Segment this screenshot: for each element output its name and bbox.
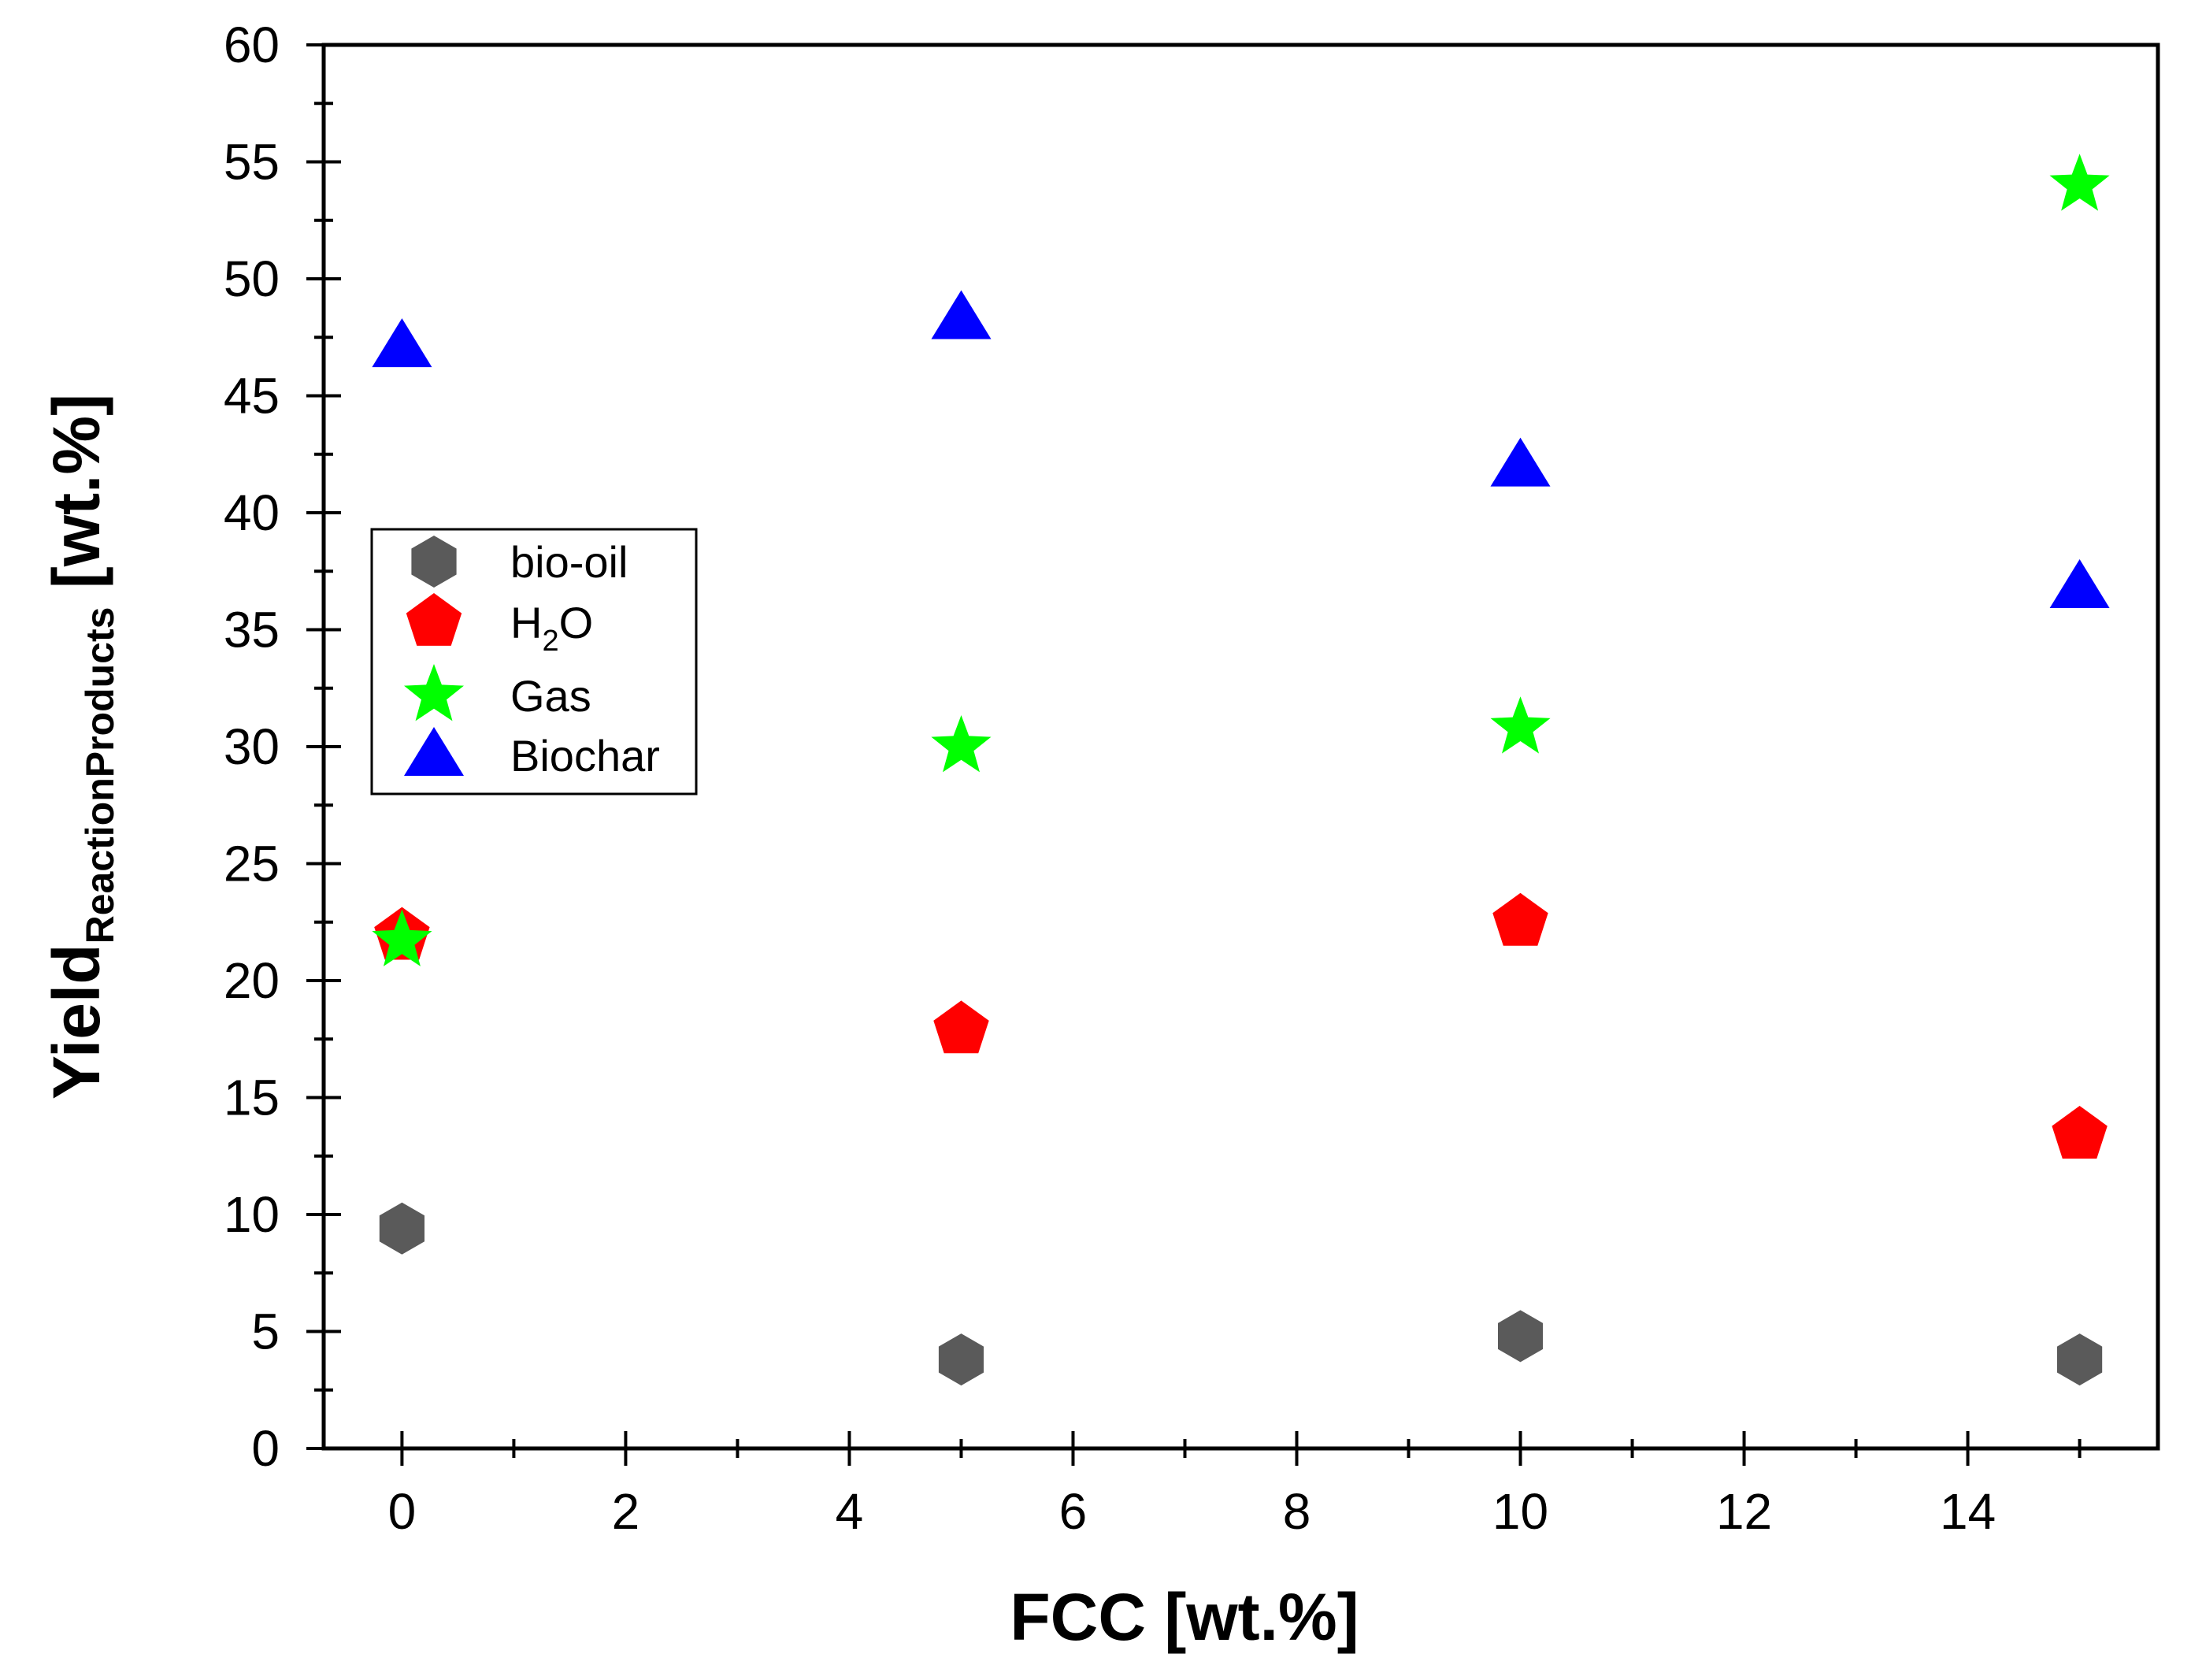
legend-label-h2o: H2O: [510, 598, 593, 658]
x-tick-label: 14: [1940, 1483, 1996, 1540]
y-tick-label: 55: [224, 134, 280, 191]
legend-label-gas: Gas: [510, 671, 591, 721]
biochar-point: [1490, 437, 1551, 487]
x-tick-label: 4: [836, 1483, 864, 1540]
h2o-point: [933, 1000, 989, 1054]
h2o-point: [1492, 892, 1548, 946]
points-layer: [372, 154, 2110, 1386]
x-tick-label: 12: [1716, 1483, 1772, 1540]
legend-label-tail: O: [559, 598, 594, 647]
ticks-layer: 0 2 4 6 8 10 12 14 0 5 10 15 20 25 30 35 40 45 50 55 60: [224, 17, 2082, 1540]
y-axis-title-main: Yield: [39, 944, 113, 1100]
plot-frame: [321, 43, 2160, 1451]
h2o-point: [2052, 1106, 2108, 1159]
y-tick-label: 40: [224, 484, 280, 541]
bio-oil-point: [1498, 1310, 1544, 1363]
x-tick-label: 10: [1492, 1483, 1548, 1540]
legend-items: bio-oil H2O Gas Biochar: [404, 536, 660, 781]
y-tick-label: 5: [251, 1304, 280, 1360]
gas-point: [2049, 154, 2110, 211]
y-tick-label: 45: [224, 368, 280, 425]
y-tick-label: 20: [224, 952, 280, 1009]
y-axis-title-subscript: ReactionProducts: [78, 607, 122, 944]
y-axis-title: YieldReactionProducts [wt.%]: [39, 394, 122, 1100]
legend-marker-biochar: [404, 727, 464, 776]
x-tick-label: 0: [388, 1483, 417, 1540]
legend: bio-oil H2O Gas Biochar: [370, 528, 698, 795]
y-axis-title-unit: [wt.%]: [39, 394, 113, 607]
y-tick-label: 35: [224, 602, 280, 658]
y-tick-label: 60: [224, 17, 280, 73]
bio-oil-point: [938, 1333, 984, 1386]
legend-label-biochar: Biochar: [510, 731, 660, 781]
y-tick-label: 15: [224, 1070, 280, 1126]
biochar-point: [931, 290, 992, 339]
bio-oil-point: [379, 1202, 424, 1255]
gas-point: [931, 715, 992, 773]
legend-marker-h2o: [406, 593, 462, 646]
legend-marker-gas: [404, 664, 464, 721]
legend-label-main: Biochar: [510, 731, 660, 781]
x-tick-label: 8: [1283, 1483, 1311, 1540]
biochar-point: [372, 318, 432, 368]
bio-oil-point: [2057, 1333, 2103, 1386]
legend-label-main: bio-oil: [510, 537, 628, 587]
y-tick-label: 0: [251, 1420, 280, 1477]
legend-label-sub: 2: [542, 625, 558, 658]
legend-marker-bio-oil: [411, 536, 457, 588]
x-axis-title: FCC [wt.%]: [1010, 1580, 1359, 1654]
x-tick-label: 6: [1059, 1483, 1088, 1540]
y-tick-label: 30: [224, 718, 280, 775]
legend-label-bio-oil: bio-oil: [510, 537, 628, 587]
biochar-point: [2049, 559, 2110, 608]
legend-label-main: H: [510, 598, 542, 647]
y-tick-label: 10: [224, 1186, 280, 1243]
legend-label-main: Gas: [510, 671, 591, 721]
y-tick-label: 25: [224, 836, 280, 892]
gas-point: [372, 909, 432, 966]
y-tick-label: 50: [224, 250, 280, 307]
gas-point: [1490, 696, 1551, 754]
x-tick-label: 2: [612, 1483, 640, 1540]
